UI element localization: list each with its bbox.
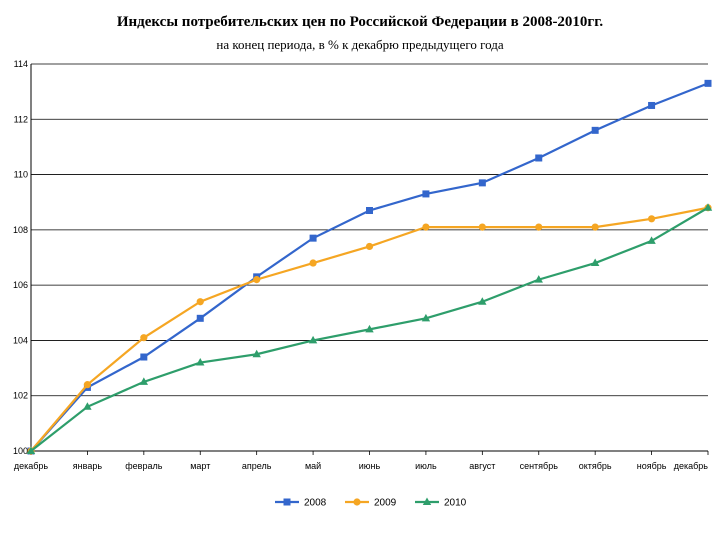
x-tick-label: ноябрь: [637, 461, 667, 471]
chart-subtitle: на конец периода, в % к декабрю предыдущ…: [216, 37, 504, 52]
data-point-2008: [140, 353, 148, 361]
data-point-2008: [591, 126, 599, 134]
x-tick-label: март: [190, 461, 210, 471]
data-point-2008: [422, 190, 430, 198]
data-point-2010: [365, 324, 374, 333]
chart-title: Индексы потребительских цен по Российско…: [116, 14, 604, 30]
legend-marker-2008: [283, 498, 291, 506]
legend-marker-2009: [353, 498, 361, 506]
data-point-2010: [252, 349, 261, 358]
x-tick-label: февраль: [125, 461, 162, 471]
data-point-2010: [478, 297, 487, 305]
data-point-2008: [309, 234, 317, 242]
data-point-2008: [478, 179, 486, 187]
y-tick-label: 100: [13, 446, 28, 456]
y-tick-label: 104: [13, 335, 28, 345]
legend-label-2008: 2008: [304, 498, 327, 509]
data-point-2009: [309, 259, 317, 267]
y-tick-label: 110: [14, 170, 28, 180]
data-point-2009: [591, 223, 599, 231]
data-point-2008: [648, 101, 656, 109]
x-tick-label: январь: [73, 461, 103, 471]
data-point-2009: [196, 298, 204, 306]
data-point-2009: [140, 334, 148, 342]
legend-label-2009: 2009: [374, 498, 397, 509]
x-tick-label: сентябрь: [520, 461, 559, 471]
data-point-2010: [703, 203, 713, 211]
legend-marker-2010: [422, 497, 432, 505]
data-point-2008: [196, 314, 204, 322]
data-point-2010: [647, 236, 656, 244]
data-point-2009: [647, 215, 656, 223]
data-point-2010: [308, 335, 318, 344]
data-point-2009: [478, 223, 486, 231]
data-point-2009: [535, 223, 543, 231]
data-point-2009: [422, 223, 430, 231]
data-point-2010: [196, 358, 205, 366]
data-point-2010: [26, 446, 36, 454]
y-tick-label: 108: [13, 225, 28, 235]
x-tick-label: декабрь: [14, 461, 49, 471]
data-point-2010: [139, 377, 149, 385]
y-tick-label: 114: [14, 59, 28, 69]
data-point-2009: [365, 242, 374, 251]
data-point-2009: [253, 276, 261, 284]
x-tick-label: декабрь: [674, 461, 709, 471]
y-tick-label: 102: [13, 391, 28, 401]
y-tick-label: 106: [13, 280, 28, 290]
data-point-2008: [704, 79, 712, 87]
data-point-2010: [534, 275, 543, 283]
data-point-2008: [366, 207, 373, 215]
data-point-2010: [421, 313, 431, 322]
x-tick-label: май: [305, 461, 321, 471]
data-point-2010: [590, 258, 600, 267]
x-tick-label: апрель: [242, 461, 272, 471]
y-tick-label: 112: [14, 114, 28, 124]
x-tick-label: июль: [415, 461, 437, 471]
data-point-2009: [83, 381, 92, 389]
x-tick-label: август: [469, 461, 495, 471]
x-tick-label: октябрь: [579, 461, 612, 471]
legend-label-2010: 2010: [444, 498, 467, 509]
data-point-2010: [83, 402, 92, 410]
x-tick-label: июнь: [359, 461, 381, 471]
data-point-2008: [535, 154, 543, 162]
